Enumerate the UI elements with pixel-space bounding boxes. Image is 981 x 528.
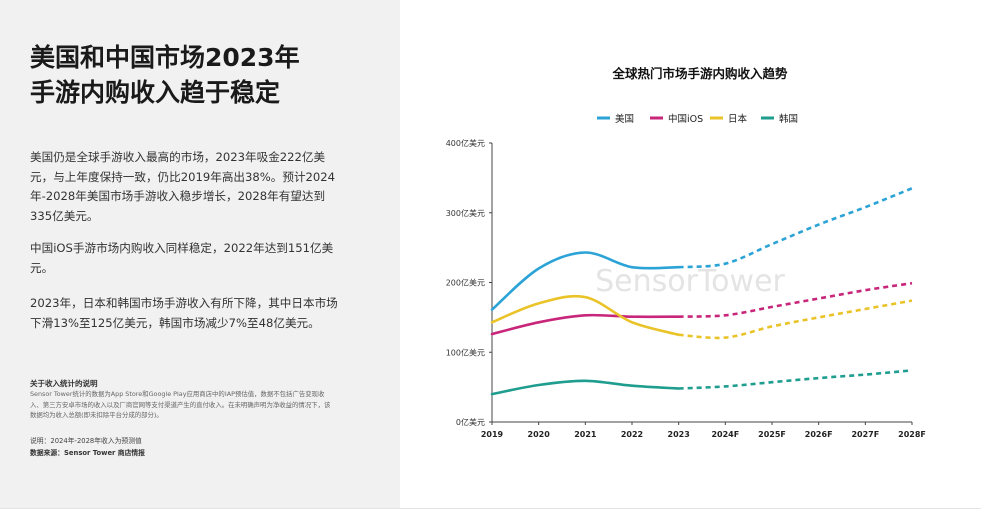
series-line-actual — [490, 313, 680, 336]
watermark-text: SensorTower — [595, 264, 785, 299]
legend-label: 美国 — [615, 113, 634, 125]
bottom-strip — [0, 508, 981, 528]
note-title: 关于收入统计的说明 — [30, 379, 98, 388]
headline: 美国和中国市场2023年 手游内购收入趋于稳定 — [30, 40, 370, 110]
paragraph-us-market: 美国仍是全球手游收入最高的市场，2023年吸金222亿美元，与上年度保持一致，仍… — [30, 150, 336, 223]
forecast-note: 说明：2024年-2028年收入为预测值 — [30, 437, 142, 445]
series-line-forecast — [678, 369, 913, 390]
legend-label: 韩国 — [779, 113, 798, 125]
y-tick-label: 100亿美元 — [446, 347, 485, 357]
line-chart: 全球热门市场手游内购收入趋势 SensorTower 0亿美元 100亿美元 200亿美… — [446, 66, 926, 439]
x-tick-label: 2027F — [851, 430, 879, 439]
headline-line: 美国和中国市场2023年 — [30, 43, 300, 72]
series-line-forecast — [678, 187, 913, 269]
x-tick-label: 2021 — [574, 430, 597, 439]
series-line-actual — [490, 379, 680, 396]
x-tick-label: 2019 — [481, 430, 504, 439]
legend-label: 日本 — [728, 113, 748, 125]
chart-title: 全球热门市场手游内购收入趋势 — [611, 66, 788, 81]
series-line-forecast — [678, 299, 913, 340]
series-line-actual — [490, 294, 680, 337]
paragraph-japan-korea: 2023年，日本和韩国市场手游收入有所下降，其中日本市场下滑13%至125亿美元… — [30, 296, 338, 330]
y-tick-label: 200亿美元 — [446, 278, 485, 288]
data-source: 数据来源：Sensor Tower 商店情报 — [30, 449, 145, 457]
chart-panel: 全球热门市场手游内购收入趋势 SensorTower 0亿美元 100亿美元 200亿美… — [400, 0, 981, 508]
x-tick-label: 2022 — [621, 430, 643, 439]
x-tick-label: 2023 — [668, 430, 690, 439]
y-tick-label: 0亿美元 — [456, 417, 485, 427]
series-line-actual — [490, 251, 680, 311]
y-tick-label: 300亿美元 — [446, 208, 485, 218]
left-text-panel: 美国和中国市场2023年 手游内购收入趋于稳定 美国仍是全球手游收入最高的市场，… — [0, 0, 400, 508]
x-tick-label: 2020 — [528, 430, 551, 439]
x-tick-label: 2025F — [758, 430, 786, 439]
x-tick-label: 2026F — [805, 430, 833, 439]
headline-line: 手游内购收入趋于稳定 — [30, 78, 281, 107]
legend-label: 中国iOS — [668, 113, 703, 125]
paragraph-china-ios: 中国iOS手游市场内购收入同样稳定，2022年达到151亿美元。 — [30, 241, 334, 275]
y-tick-label: 400亿美元 — [446, 138, 485, 148]
x-tick-label: 2028F — [898, 430, 926, 439]
x-tick-label: 2024F — [711, 430, 739, 439]
note-body: Sensor Tower统计的数据为App Store和Google Play应… — [30, 390, 331, 420]
series-line-forecast — [678, 281, 913, 318]
